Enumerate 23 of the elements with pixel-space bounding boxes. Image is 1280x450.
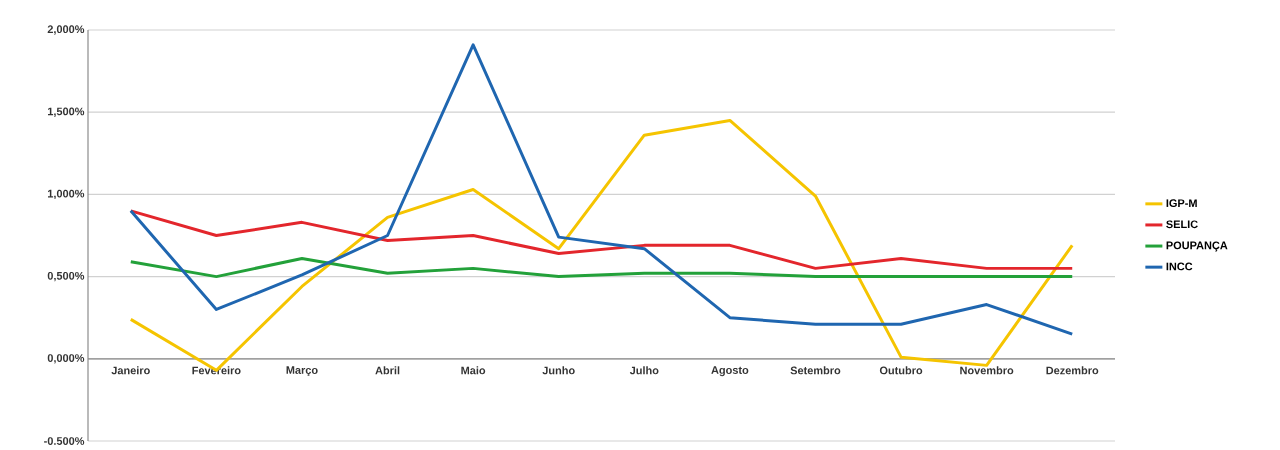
- x-tick-label: Abril: [375, 366, 400, 375]
- line-series: [129, 209, 1074, 270]
- legend-label: POUPANÇA: [1166, 241, 1228, 252]
- x-tick-label: Janeiro: [111, 366, 150, 375]
- y-tick-label: 0,500%: [47, 271, 85, 282]
- x-tick-label: Dezembro: [1046, 366, 1099, 375]
- legend-label: INCC: [1166, 262, 1193, 271]
- legend-label: IGP-M: [1166, 199, 1197, 208]
- x-tick-label: Setembro: [790, 366, 841, 375]
- y-tick-label: 0,000%: [47, 354, 85, 364]
- x-tick-label: Outubro: [879, 366, 923, 375]
- x-tick-label: Junho: [542, 366, 575, 375]
- x-tick-label: Maio: [461, 366, 486, 375]
- y-tick-label: 1,500%: [48, 107, 85, 117]
- y-tick-label: 2,000%: [47, 25, 85, 35]
- legend-label: SELIC: [1166, 220, 1198, 229]
- x-tick-label: Março: [286, 366, 318, 377]
- x-tick-label: Novembro: [960, 366, 1014, 375]
- x-tick-label: Agosto: [711, 366, 749, 377]
- line-series: [129, 43, 1074, 336]
- y-tick-label: -0.500%: [44, 437, 85, 445]
- y-tick-label: 1,000%: [48, 189, 85, 200]
- x-tick-label: Julho: [629, 366, 659, 375]
